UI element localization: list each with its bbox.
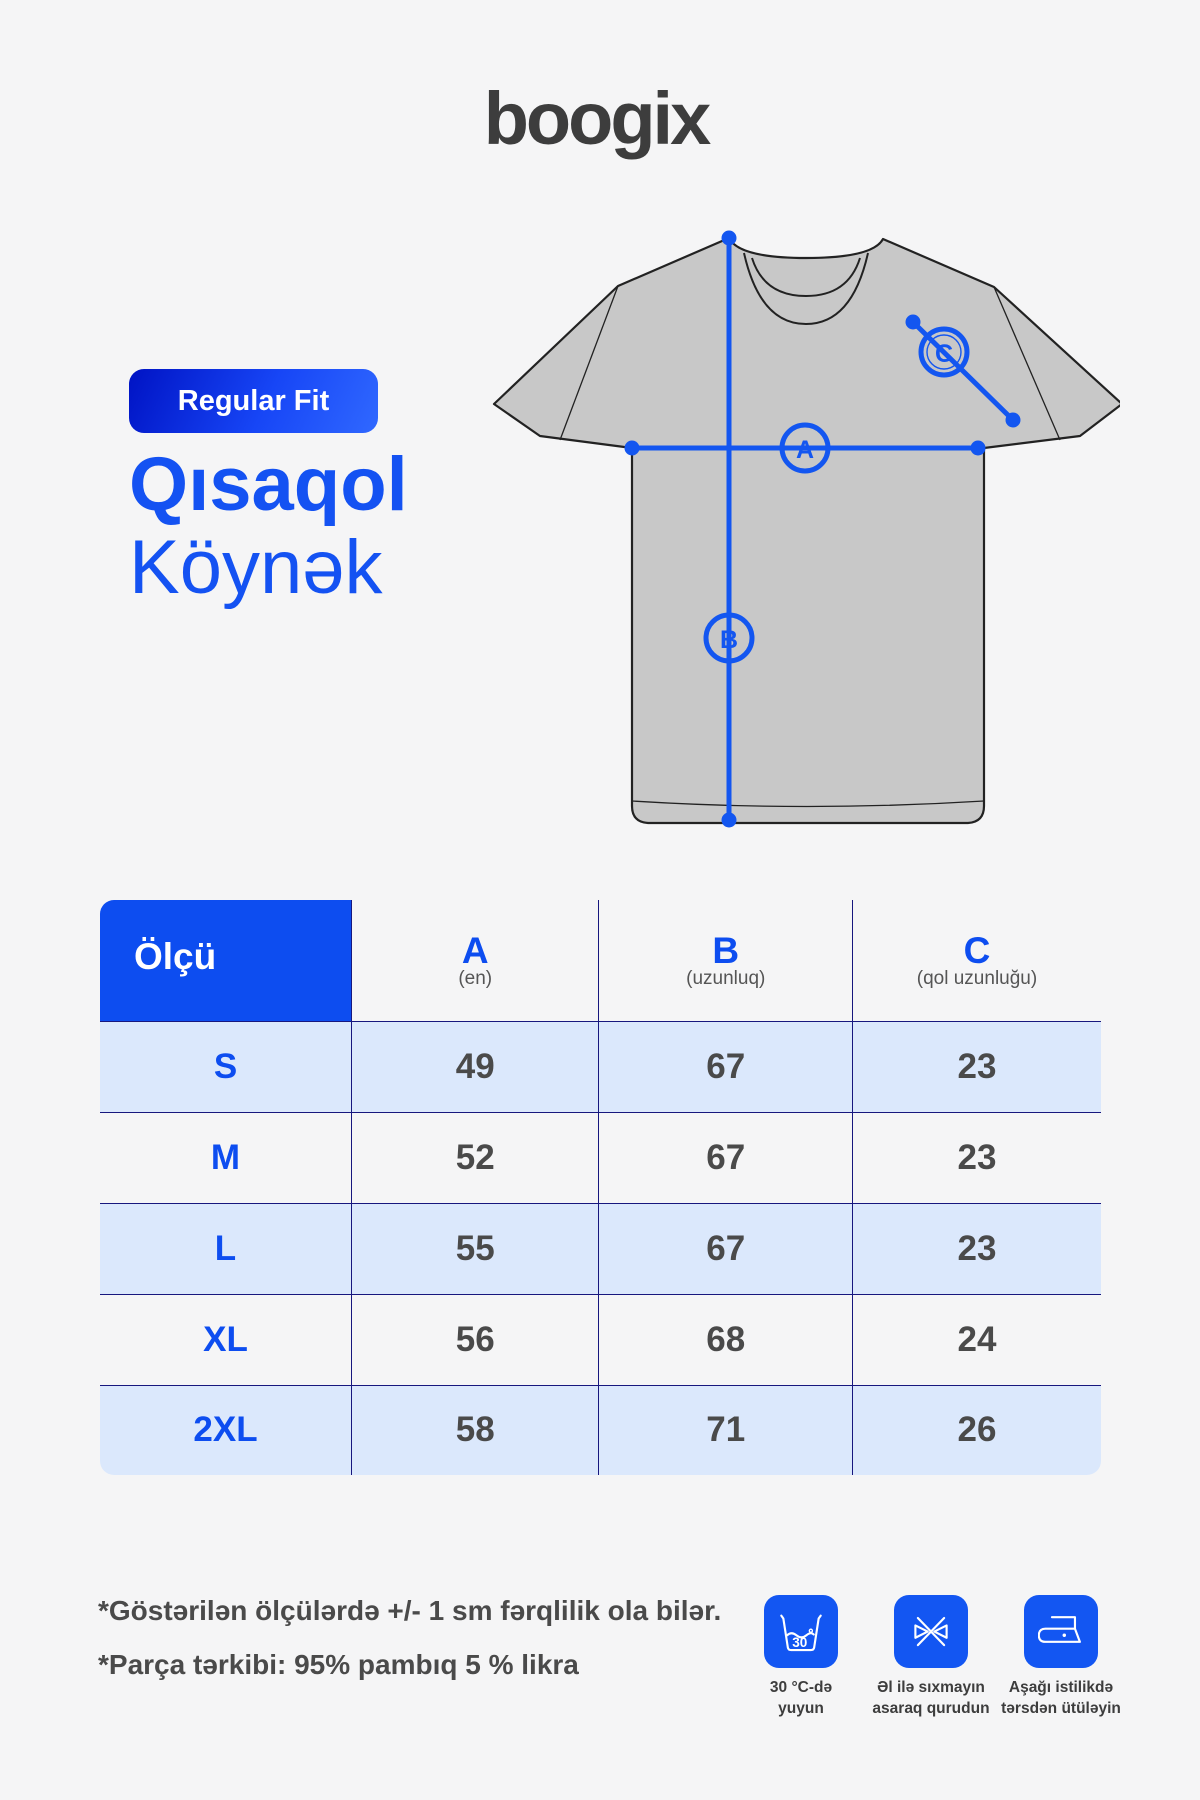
svg-text:A: A — [796, 436, 814, 464]
svg-text:30: 30 — [792, 1634, 807, 1649]
svg-text:C: C — [935, 340, 953, 368]
svg-text:B: B — [720, 626, 738, 654]
